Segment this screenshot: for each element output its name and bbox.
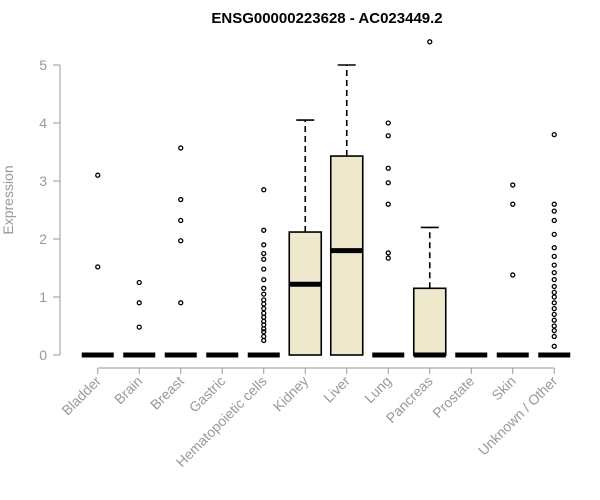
outlier-point [178,238,184,244]
outlier-point [261,256,267,262]
outlier-point [551,323,557,329]
x-tick-label: Breast [147,373,187,413]
outlier-point [261,250,267,257]
outlier-point [178,145,184,151]
y-tick-label: 2 [39,231,47,247]
box-brain [123,279,156,358]
x-tick-label: Brain [111,373,145,407]
box-iqr [288,231,323,356]
outlier-point [261,227,267,233]
outlier-point [136,300,142,306]
box-unknown-other [538,131,571,358]
outlier-point [261,187,267,193]
outlier-point [551,289,557,296]
y-axis: 0 1 2 3 4 5 [39,57,61,363]
outlier-point [551,253,557,260]
outlier-point [510,272,516,278]
outlier-point [385,180,391,186]
outlier-point [136,324,142,330]
box-bladder [81,172,114,358]
outlier-point [510,182,516,188]
y-tick-label: 4 [39,115,47,131]
outlier-point [427,39,433,45]
x-tick-label: Liver [320,373,353,406]
outlier-point [551,294,557,300]
y-tick-label: 3 [39,173,47,189]
outlier-point [385,255,391,261]
outlier-point [551,231,557,238]
box-iqr [412,287,447,356]
outlier-point [385,120,391,126]
box-iqr [329,155,364,356]
x-tick-label: Skin [488,373,519,404]
outlier-point [551,269,557,276]
outlier-point [261,310,267,316]
outlier-point [551,327,557,334]
outlier-point [261,326,267,332]
box-breast [164,145,197,358]
outlier-point [551,245,557,251]
outlier-point [385,165,391,171]
outlier-point [385,133,391,139]
box-kidney [288,119,323,356]
outlier-point [261,333,267,340]
box-pancreas [412,39,447,358]
outlier-point [551,305,557,312]
outlier-point [551,217,557,224]
outlier-point [261,276,267,283]
outlier-point [261,266,267,272]
outlier-point [551,276,557,283]
outlier-point [551,333,557,340]
box-lung [372,120,405,358]
outlier-point [178,217,184,224]
outlier-point [261,285,267,291]
outlier-point [551,201,557,207]
outlier-point [261,291,267,297]
outlier-point [261,305,267,312]
box-hematopoietic-cells [247,187,280,358]
y-tick-label: 0 [39,347,47,363]
outlier-point [178,196,184,203]
x-tick-label: Lung [361,373,394,406]
box-skin [496,182,529,358]
outlier-point [261,301,267,307]
y-axis-label: Expression [0,165,16,234]
x-tick-label: Kidney [270,373,312,415]
x-tick-label: Prostate [429,373,477,421]
outlier-point [551,131,557,138]
outlier-point [136,279,142,286]
outlier-point [261,242,267,248]
outlier-point [261,337,267,344]
outlier-point [551,262,557,268]
outlier-point [261,318,267,325]
outlier-point [95,264,101,270]
outlier-point [261,297,267,303]
box-liver [329,64,364,356]
outlier-point [510,201,516,207]
y-tick-label: 1 [39,289,47,305]
chart-title: ENSG00000223628 - AC023449.2 [211,10,442,27]
outlier-point [261,314,267,320]
outlier-point [551,208,557,214]
x-tick-label: Bladder [58,373,104,419]
outlier-point [95,172,101,178]
outlier-point [261,329,267,335]
boxes-group [81,39,571,358]
outlier-point [551,317,557,323]
outlier-point [385,201,391,207]
outlier-point [551,343,557,349]
outlier-point [178,300,184,306]
x-tick-label: Unknown / Other [475,373,561,459]
y-tick-label: 5 [39,57,47,73]
outlier-point [385,250,391,256]
outlier-point [551,300,557,306]
outlier-point [551,283,557,290]
outlier-point [551,311,557,318]
